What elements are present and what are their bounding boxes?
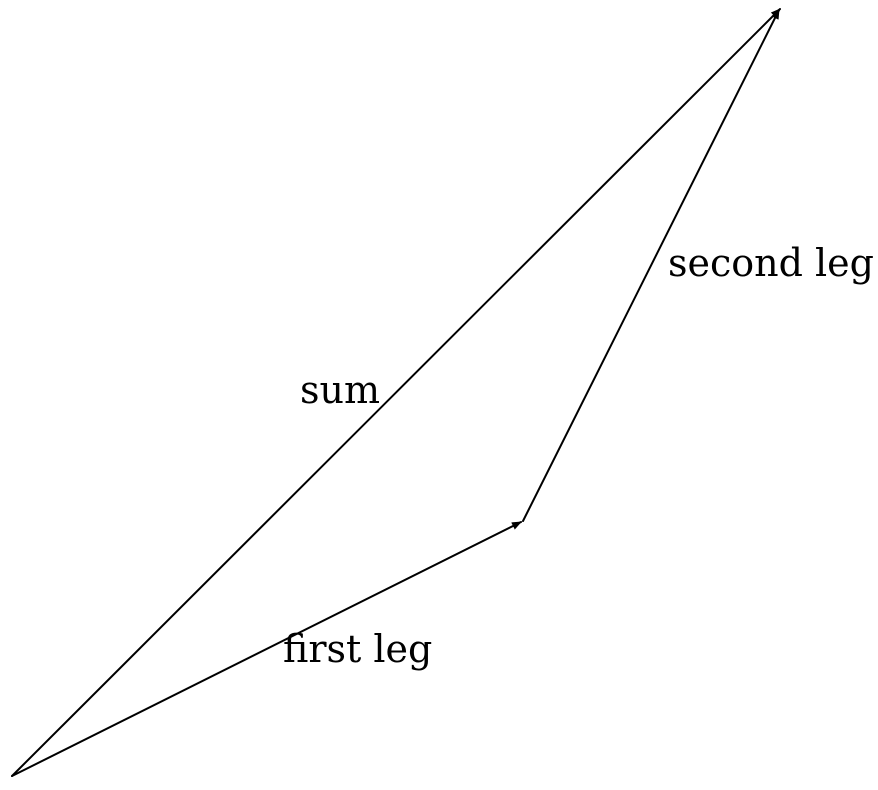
first-leg-arrow <box>11 521 522 777</box>
second-leg-arrow <box>522 9 780 522</box>
second-leg-label: second leg <box>668 241 874 285</box>
sum-label: sum <box>300 368 380 412</box>
first-leg-label: first leg <box>283 627 432 671</box>
sum-arrow <box>11 8 781 777</box>
